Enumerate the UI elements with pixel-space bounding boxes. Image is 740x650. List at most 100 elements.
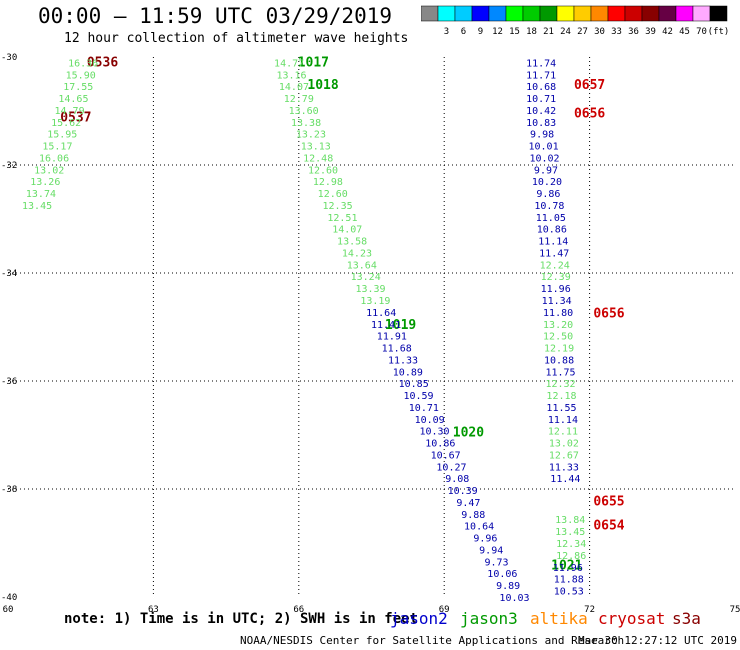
swh-point: 9.08 [445,474,469,485]
swh-point: 10.53 [554,587,584,598]
swh-point: 10.02 [529,153,559,164]
y-tick-label: -38 [1,485,17,495]
swh-point: 12.11 [548,427,578,438]
swh-point: 16.06 [39,153,69,164]
colorbar-label: 24 [560,27,571,37]
swh-point: 10.30 [419,427,449,438]
colorbar-label: 36 [628,27,639,37]
swh-point: 12.86 [556,551,586,562]
generated-timestamp: Mar 30 12:27:12 UTC 2019 [578,634,737,647]
credit-text: NOAA/NESDIS Center for Satellite Applica… [240,634,625,647]
x-tick-label: 63 [148,605,159,615]
swh-point: 10.06 [487,569,517,580]
swh-point: 9.94 [479,545,503,556]
swh-point: 11.14 [538,237,568,248]
colorbar-label: 12 [492,27,503,37]
swh-point: 13.16 [276,70,306,81]
pass-time-label: 0654 [593,519,624,534]
swh-point: 12.50 [543,332,573,343]
swh-point: 13.84 [555,515,585,526]
swh-point: 15.17 [42,142,72,153]
y-tick-label: -32 [1,161,17,171]
swh-point: 15.62 [51,118,81,129]
swh-point: 10.68 [526,82,556,93]
swh-point: 9.98 [530,130,554,141]
legend-satellite-s3a: s3a [672,609,701,628]
swh-point: 14.77 [274,58,304,69]
swh-point: 12.32 [545,379,575,390]
pass-time-label: 1018 [307,78,338,93]
swh-point: 16.36 [68,58,98,69]
swh-point: 10.42 [526,106,556,117]
swh-point: 15.90 [66,70,96,81]
swh-point: 13.60 [289,106,319,117]
swh-point: 12.18 [546,391,576,402]
swh-point: 12.19 [544,344,574,355]
page-title: 00:00 – 11:59 UTC 03/29/2019 [38,4,393,28]
colorbar-label: 39 [645,27,656,37]
swh-point: 9.47 [456,498,480,509]
pass-time-label: 1017 [298,55,329,70]
swh-point: 14.07 [332,225,362,236]
swh-point: 10.59 [403,391,433,402]
swh-point: 12.67 [549,450,579,461]
swh-point: 12.51 [327,213,357,224]
swh-point: 11.74 [526,58,556,69]
swh-point: 11.80 [543,308,573,319]
swh-point: 10.03 [499,593,529,604]
swh-point: 11.96 [553,563,583,574]
swh-point: 11.33 [549,462,579,473]
swh-point: 14.79 [54,106,84,117]
swh-point: 10.71 [526,94,556,105]
swh-point: 15.95 [47,130,77,141]
swh-point: 11.88 [554,575,584,586]
swh-point: 13.19 [360,296,390,307]
swh-point: 13.02 [549,439,579,450]
x-tick-label: 66 [293,605,304,615]
swh-point: 11.33 [388,355,418,366]
swh-point: 11.55 [546,403,576,414]
swh-point: 10.39 [448,486,478,497]
swh-point: 10.09 [415,415,445,426]
swh-point: 12.79 [284,94,314,105]
swh-point: 17.55 [63,82,93,93]
colorbar-label: 27 [577,27,588,37]
swh-point: 10.20 [532,177,562,188]
swh-point: 13.45 [555,527,585,538]
swh-point: 13.02 [34,165,64,176]
swh-point: 9.88 [461,510,485,521]
swh-point: 11.44 [550,474,580,485]
pass-time-label: 0655 [593,494,624,509]
swh-point: 12.39 [541,272,571,283]
swh-point: 9.89 [496,581,520,592]
x-tick-label: 75 [730,605,740,615]
swh-point: 9.96 [473,534,497,545]
swh-point: 10.71 [409,403,439,414]
swh-point: 11.68 [382,344,412,355]
colorbar-label: 9 [478,27,483,37]
y-tick-label: -40 [1,593,17,603]
swh-point: 13.58 [337,237,367,248]
legend-satellite-altika: altika [530,609,588,628]
swh-point: 11.34 [542,296,572,307]
y-tick-label: -30 [1,53,17,63]
swh-point: 14.07 [279,82,309,93]
swh-point: 11.71 [526,70,556,81]
colorbar-label: 42 [662,27,673,37]
swh-point: 12.60 [318,189,348,200]
colorbar-label: 15 [509,27,520,37]
page-subtitle: 12 hour collection of altimeter wave hei… [64,31,409,46]
colorbar-label: 33 [611,27,622,37]
pass-time-label: 1021 [551,559,582,574]
swh-point: 9.73 [484,557,508,568]
colorbar-label: 6 [461,27,466,37]
swh-point: 11.91 [377,332,407,343]
colorbar-label: 18 [526,27,537,37]
swh-point: 10.27 [436,462,466,473]
colorbar-label: 30 [594,27,605,37]
pass-time-label: 0537 [60,110,91,125]
pass-time-label: 0656 [574,107,605,122]
swh-point: 13.20 [543,320,573,331]
colorbar-swatch [709,5,728,22]
